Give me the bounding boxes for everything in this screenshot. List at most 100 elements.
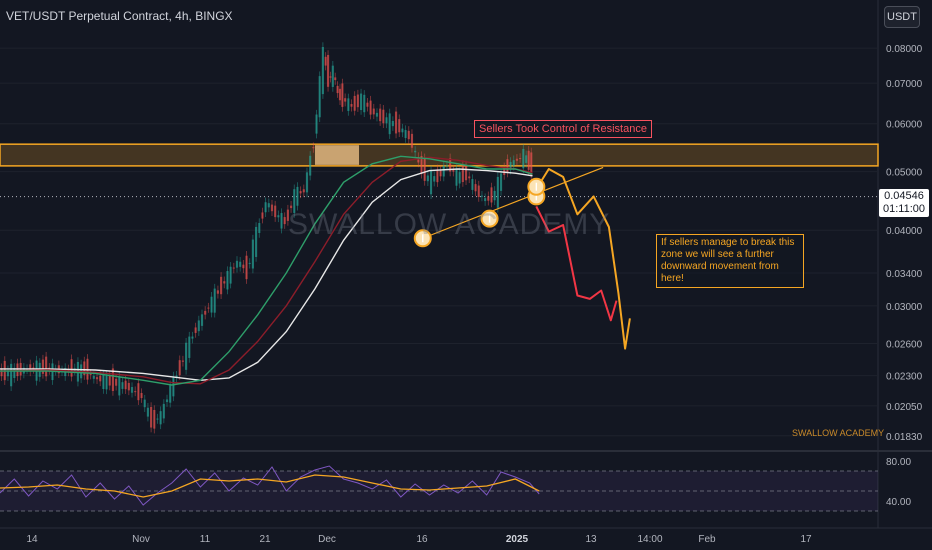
candle-body [391,120,394,127]
candle-body [329,76,332,78]
candle-body [121,382,124,389]
candle-body [105,375,108,390]
candle-body [99,375,102,382]
candle-body [506,159,509,173]
candle-body [274,205,277,218]
candle-body [458,172,461,184]
rsi-signal-line [0,474,540,498]
rsi-band [0,471,878,511]
candle-body [455,169,458,186]
candle-body [286,209,289,221]
x-tick-label: Feb [698,534,716,545]
y-tick-label: 0.04000 [886,226,923,237]
candle-body [115,378,118,386]
candle-body [92,375,95,379]
candle-body [223,281,226,284]
candle-body [178,360,181,376]
candle-body [398,119,401,133]
candle-body [525,155,528,163]
candle-body [169,385,172,403]
candle-body [336,85,339,94]
candle-body [140,393,143,399]
candle-body [159,411,162,425]
candle-body [496,176,499,208]
candle-body [283,217,286,225]
candle-body [302,189,305,193]
candle-body [0,368,3,377]
candle-body [426,175,429,182]
candle-body [258,223,261,233]
candle-body [127,382,130,391]
ema-mid-line [0,156,533,385]
currency-button[interactable]: USDT [884,6,920,28]
y-tick-label: 0.06000 [886,120,923,131]
candle-body [417,156,420,163]
candle-body [213,288,216,313]
candle-body [356,94,359,108]
candle-body [474,184,477,192]
y-tick-label: 0.02050 [886,402,923,413]
candle-body [468,176,471,179]
x-tick-label: 11 [200,534,211,545]
candle-body [471,179,474,190]
candle-body [270,204,274,212]
candle-body [449,158,452,172]
candle-body [359,93,363,111]
candle-body [118,377,121,396]
watermark: SWALLOW ACADEMY [288,208,611,241]
candle-body [299,191,302,194]
y-tick-label: 0.08000 [886,44,923,55]
candle-body [394,111,398,134]
candle-body [404,130,407,138]
candle-body [334,77,337,81]
bar-countdown: 01:11:00 [882,203,925,215]
candle-body [512,160,515,166]
candle-body [219,276,223,295]
last-price-value: 0.04546 [884,190,924,202]
candle-body [248,262,251,264]
candle-body [321,47,324,95]
x-tick-label: 21 [259,534,271,545]
candle-body [156,418,159,420]
candle-body [309,155,312,176]
candle-body [519,158,522,160]
candle-body [200,314,204,326]
candle-body [338,88,342,101]
candle-body [41,359,45,374]
candle-body [134,391,137,393]
candle-body [16,363,19,377]
candle-body [341,83,344,107]
candle-body [130,387,134,393]
candle-body [530,152,533,177]
candle-body [264,202,267,213]
y-tick-label: 0.07000 [886,79,923,90]
candle-body [197,320,200,332]
x-tick-label: Nov [132,534,150,545]
candle-body [509,161,512,170]
candle-body [254,226,258,257]
candle-body [89,373,92,375]
candle-body [29,364,32,372]
candle-body [436,169,439,183]
candle-body [420,156,423,174]
candle-body [111,368,115,392]
candle-body [388,113,391,135]
breakdown-scenario-note: If sellers manage to break this zone we … [656,234,804,288]
candle-body [480,195,484,197]
candle-body [216,290,220,294]
candle-body [484,198,487,202]
rsi-line [0,465,540,506]
rsi-tick-label: 80.00 [886,457,911,468]
candle-body [45,356,48,377]
candle-body [445,165,449,167]
x-tick-label: Dec [318,534,336,545]
last-price-badge: 0.04546 01:11:00 [879,189,929,217]
candle-body [261,212,264,219]
candle-body [108,375,111,386]
candle-body [277,215,280,218]
candle-body [344,98,347,102]
candle-body [515,158,519,161]
candle-body [184,342,188,370]
candle-body [280,213,283,229]
